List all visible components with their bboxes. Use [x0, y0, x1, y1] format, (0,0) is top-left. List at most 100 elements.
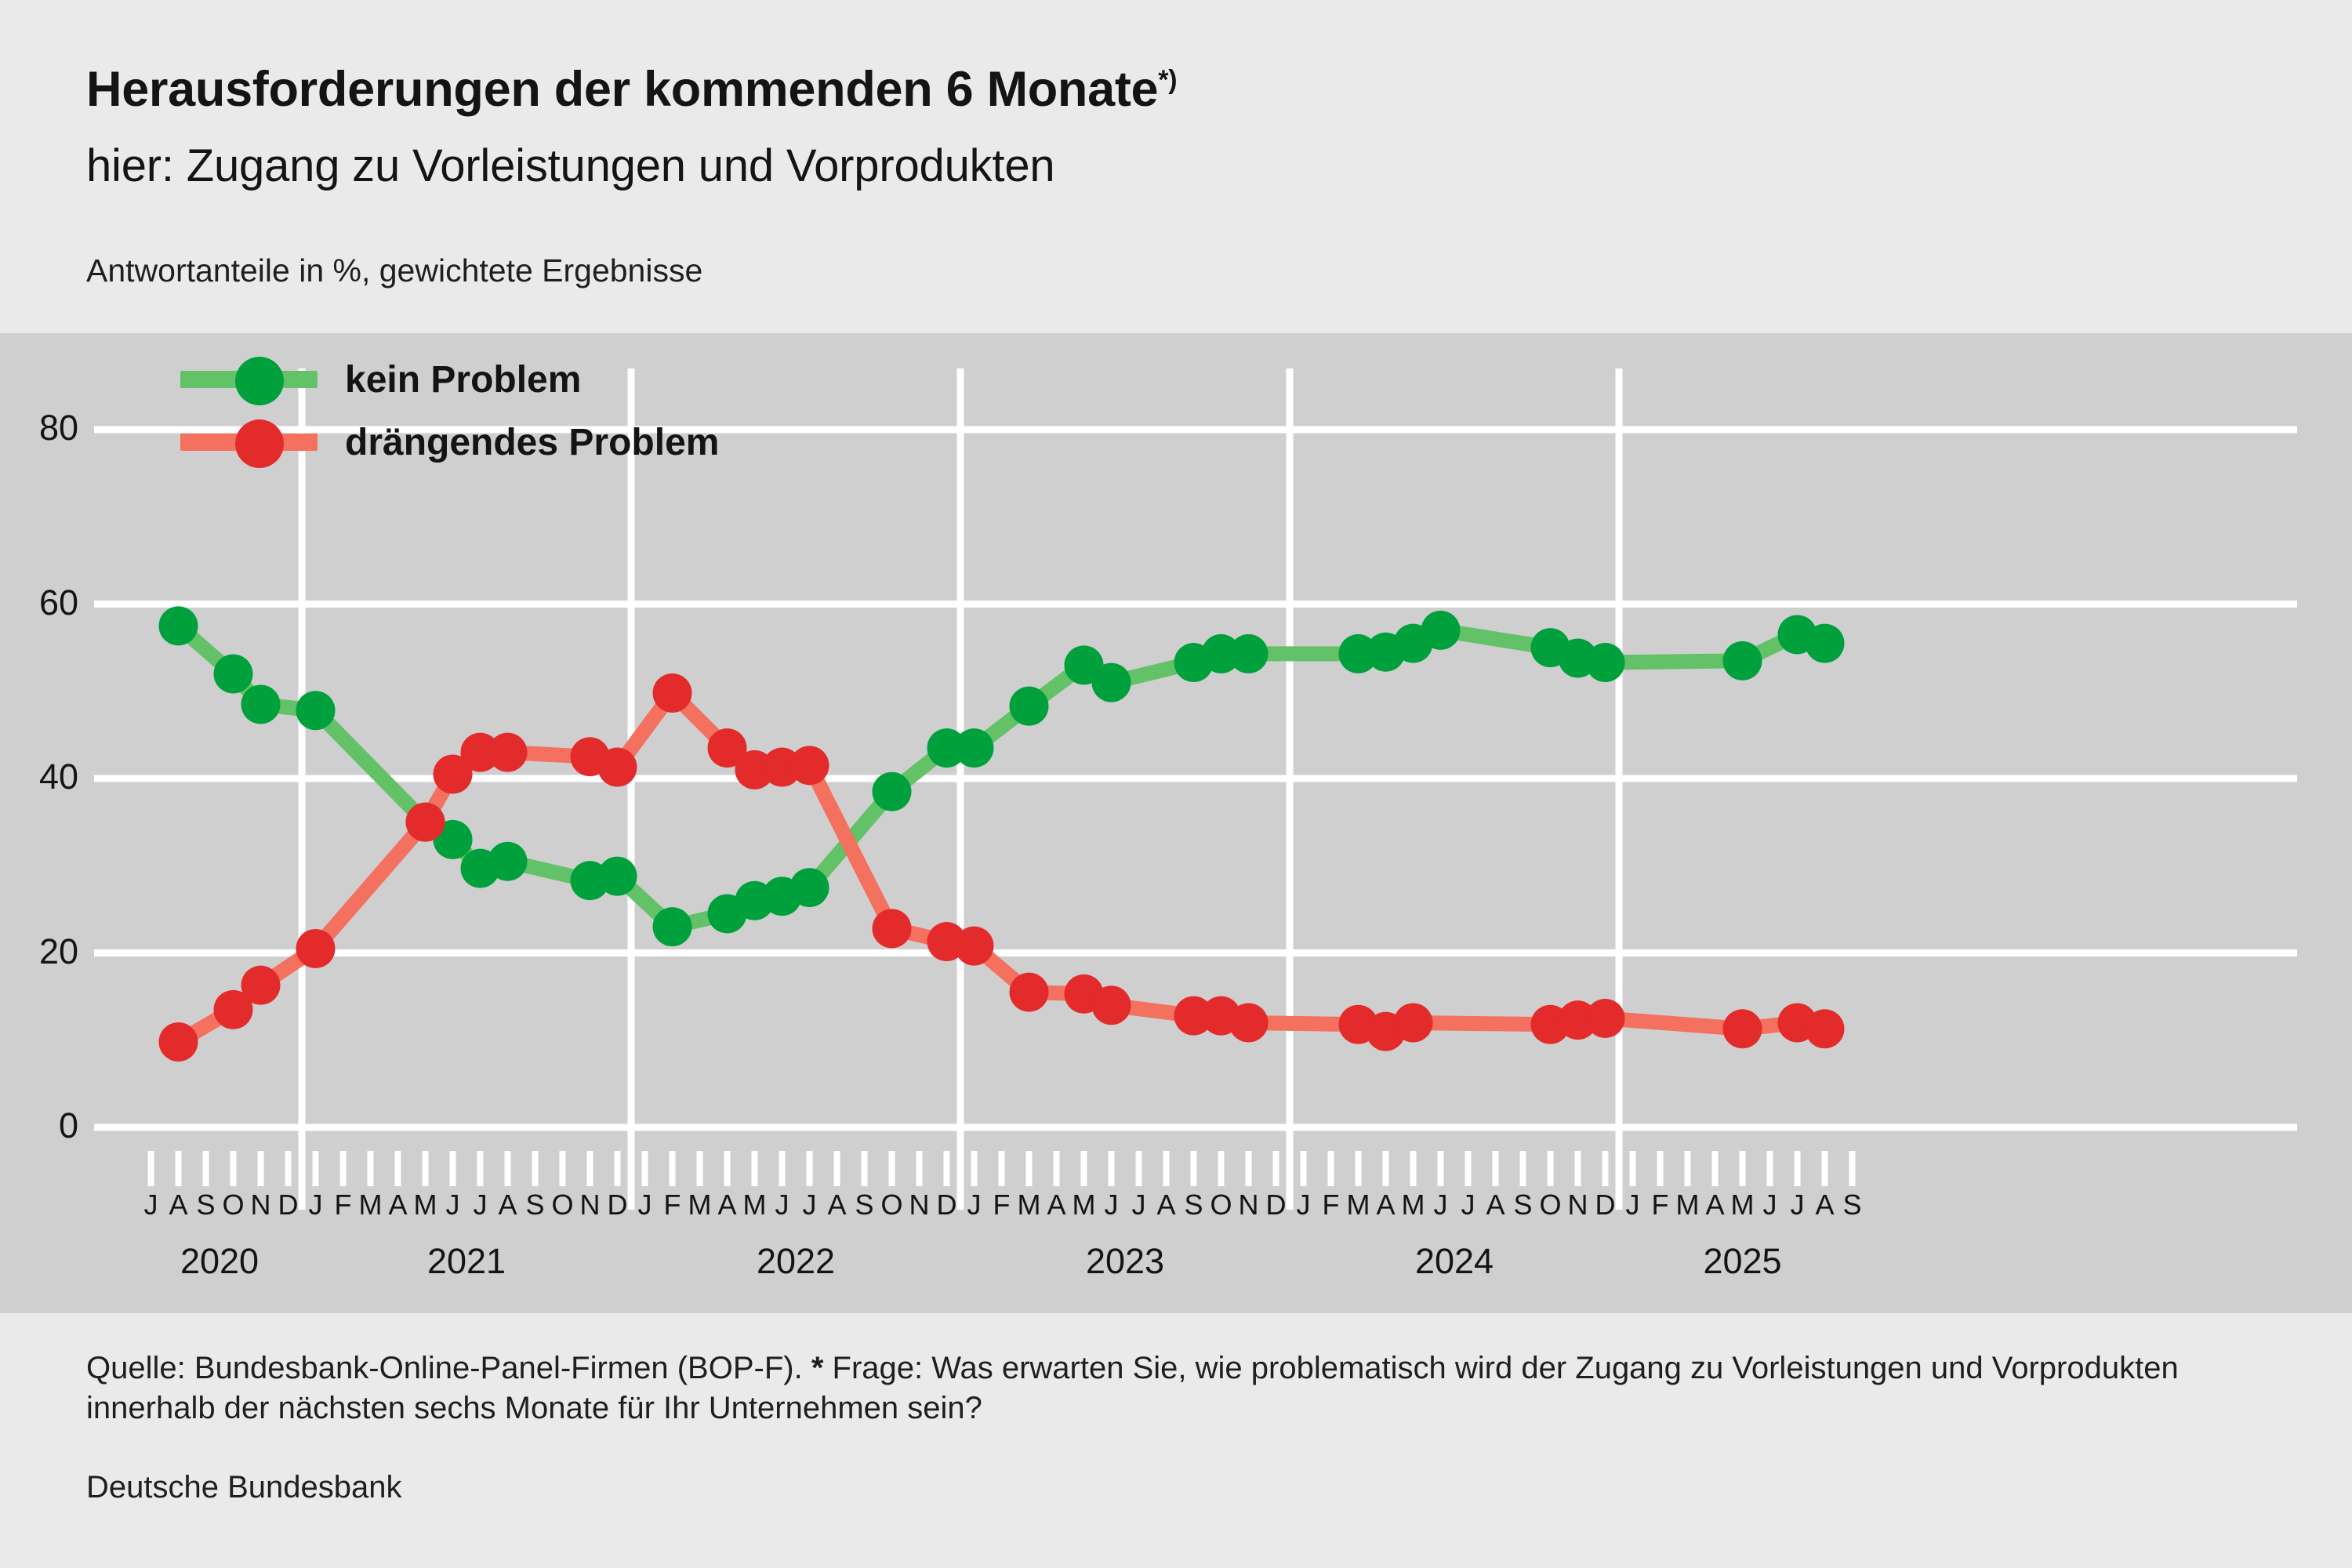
data-point[interactable]	[213, 989, 253, 1029]
data-point[interactable]	[488, 732, 528, 772]
data-point[interactable]	[597, 747, 637, 787]
data-point[interactable]	[1229, 1003, 1269, 1043]
x-axis-month-label: J	[802, 1189, 817, 1221]
chart-footer: Quelle: Bundesbank-Online-Panel-Firmen (…	[0, 1333, 2352, 1568]
title-main-text: Herausforderungen der kommenden 6 Monate	[86, 62, 1159, 117]
x-axis-month-label: J	[473, 1189, 488, 1221]
series-markers-2	[158, 673, 1845, 1062]
data-point[interactable]	[1722, 641, 1762, 681]
data-point[interactable]	[789, 746, 829, 786]
data-point[interactable]	[1585, 998, 1625, 1038]
data-point[interactable]	[1421, 610, 1461, 650]
data-point[interactable]	[789, 868, 829, 908]
data-point[interactable]	[1585, 643, 1625, 683]
x-axis-month-label: N	[579, 1189, 601, 1221]
series-markers-1	[158, 606, 1845, 947]
x-axis-month-label: J	[1790, 1189, 1805, 1221]
x-axis-month-label: M	[1072, 1189, 1096, 1221]
y-axis-tick-label: 80	[38, 408, 78, 448]
x-axis-month-label: O	[1539, 1189, 1562, 1221]
x-axis-month-label: A	[1047, 1189, 1066, 1221]
data-point[interactable]	[1722, 1009, 1762, 1049]
x-axis-month-label: F	[663, 1189, 681, 1221]
chart-canvas	[0, 333, 2352, 1313]
legend-label-draengendes-problem: drängendes Problem	[345, 422, 720, 463]
data-point[interactable]	[241, 965, 281, 1005]
x-axis-month-label: A	[1486, 1189, 1505, 1221]
year-separators	[298, 368, 1623, 1210]
x-axis-month-label: M	[1017, 1189, 1041, 1221]
data-point[interactable]	[927, 728, 967, 768]
data-point[interactable]	[1091, 985, 1131, 1025]
data-point[interactable]	[597, 856, 637, 896]
data-point[interactable]	[872, 909, 912, 949]
legend-marker-green	[235, 357, 284, 405]
title-footnote-marker: *)	[1158, 65, 1178, 95]
x-axis-month-label: M	[1730, 1189, 1755, 1221]
data-point[interactable]	[707, 728, 747, 768]
data-point[interactable]	[1229, 633, 1269, 673]
units-note: Antwortanteile in %, gewichtete Ergebnis…	[86, 252, 703, 289]
x-axis-month-label: J	[1296, 1189, 1311, 1221]
x-axis-month-label: J	[1762, 1189, 1777, 1221]
data-point[interactable]	[954, 728, 994, 768]
y-axis-tick-label: 0	[58, 1105, 78, 1145]
x-axis-month-label: A	[1705, 1189, 1725, 1221]
x-axis-month-label: M	[1401, 1189, 1425, 1221]
data-point[interactable]	[488, 841, 528, 881]
x-axis-month-label: F	[1322, 1189, 1340, 1221]
legend-marker-red	[235, 419, 284, 468]
line-chart-svg	[94, 368, 2297, 1210]
data-point[interactable]	[1805, 623, 1845, 663]
data-point[interactable]	[433, 754, 473, 794]
data-point[interactable]	[296, 691, 336, 731]
x-axis-month-label: D	[1595, 1189, 1616, 1221]
x-axis-month-label: D	[1265, 1189, 1287, 1221]
x-axis-year-label: 2020	[180, 1241, 260, 1281]
x-axis-month-label: S	[525, 1189, 545, 1221]
x-axis-month-label: D	[278, 1189, 299, 1221]
x-axis-month-label: J	[775, 1189, 789, 1221]
x-axis-month-label: J	[637, 1189, 652, 1221]
x-axis-year-label: 2025	[1703, 1241, 1782, 1281]
x-axis-year-label: 2023	[1085, 1241, 1165, 1281]
data-point[interactable]	[296, 928, 336, 968]
x-axis-year-label: 2022	[756, 1241, 836, 1281]
data-point[interactable]	[158, 606, 198, 646]
data-point[interactable]	[1009, 686, 1049, 726]
data-point[interactable]	[1393, 1003, 1433, 1043]
data-point[interactable]	[241, 684, 281, 724]
source-prefix: Quelle: Bundesbank-Online-Panel-Firmen (…	[86, 1351, 811, 1385]
organisation-name: Deutsche Bundesbank	[86, 1470, 402, 1504]
data-point[interactable]	[652, 907, 692, 947]
data-point[interactable]	[158, 1022, 198, 1062]
source-question: Frage: Was erwarten Sie, wie problematis…	[86, 1351, 2179, 1426]
x-axis-month-label: A	[1376, 1189, 1396, 1221]
data-point[interactable]	[652, 673, 692, 713]
x-axis-month-label: F	[1651, 1189, 1669, 1221]
data-point[interactable]	[1009, 972, 1049, 1012]
data-point[interactable]	[872, 771, 912, 811]
x-axis-month-label: A	[1815, 1189, 1835, 1221]
x-axis-month-label: N	[909, 1189, 930, 1221]
x-axis-month-label: D	[936, 1189, 957, 1221]
x-axis-month-label: A	[388, 1189, 408, 1221]
data-point[interactable]	[1201, 633, 1241, 673]
data-point[interactable]	[460, 732, 500, 772]
data-point[interactable]	[1174, 996, 1214, 1036]
y-axis-tick-label: 20	[38, 931, 78, 971]
data-point[interactable]	[405, 802, 445, 842]
data-point[interactable]	[213, 654, 253, 694]
x-axis-month-label: S	[1513, 1189, 1533, 1221]
data-point[interactable]	[1091, 662, 1131, 702]
legend-label-kein-problem: kein Problem	[345, 359, 582, 401]
x-axis-month-label: M	[1675, 1189, 1700, 1221]
x-axis-month-label: J	[308, 1189, 323, 1221]
series-polyline	[171, 685, 1832, 1050]
data-point[interactable]	[1805, 1009, 1845, 1049]
x-axis-month-label: A	[1156, 1189, 1176, 1221]
x-axis-month-label: J	[1131, 1189, 1146, 1221]
x-axis-month-label: M	[688, 1189, 712, 1221]
data-point[interactable]	[954, 926, 994, 966]
x-axis-month-label: M	[742, 1189, 767, 1221]
